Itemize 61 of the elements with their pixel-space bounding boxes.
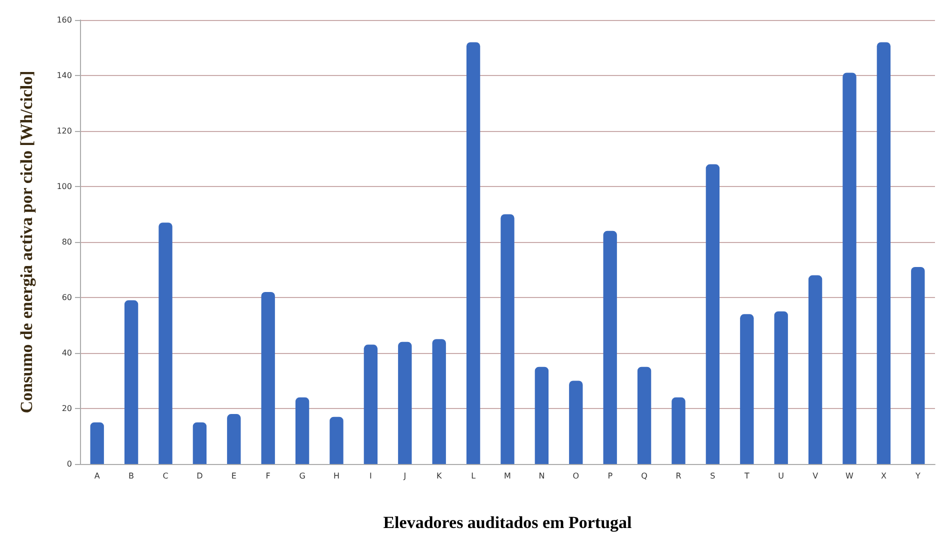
bar — [534, 366, 549, 464]
y-tick-label: 80 — [62, 238, 72, 246]
x-tick-label: V — [812, 472, 819, 480]
bar — [90, 422, 104, 464]
x-tick-label: S — [710, 472, 716, 480]
x-tick-label: H — [333, 472, 340, 480]
bar — [466, 42, 480, 464]
y-tick-label: 100 — [56, 182, 72, 191]
x-tick-label: Y — [914, 472, 920, 480]
bar — [364, 344, 378, 464]
x-tick-label: F — [266, 472, 271, 480]
x-tick-label: N — [538, 472, 545, 480]
x-tick-label: L — [471, 472, 476, 480]
y-tick-label: 120 — [56, 126, 72, 136]
x-tick-label: Q — [641, 472, 648, 480]
bar — [774, 311, 788, 464]
bar — [158, 222, 172, 464]
bar — [192, 422, 207, 464]
x-tick-label: U — [778, 472, 784, 480]
y-tick-label: 140 — [56, 71, 72, 80]
bar — [261, 292, 275, 464]
y-tick-label: 160 — [56, 16, 72, 24]
bar — [500, 214, 514, 464]
x-tick-label: A — [94, 472, 100, 480]
bar — [808, 275, 822, 464]
bar — [842, 72, 856, 464]
bar — [569, 380, 583, 464]
x-tick-label: K — [436, 472, 442, 480]
bar — [740, 314, 754, 464]
y-tick-label: 60 — [62, 293, 72, 302]
bar — [911, 266, 925, 464]
y-tick-label: 0 — [66, 460, 72, 468]
bar — [876, 42, 891, 464]
bar — [398, 342, 412, 464]
x-tick-label: M — [504, 472, 512, 480]
x-tick-label: W — [846, 472, 854, 480]
x-tick-label: P — [608, 472, 613, 480]
x-tick-label: G — [299, 472, 306, 480]
x-axis-title: Elevadores auditados em Portugal — [383, 513, 632, 532]
bar — [330, 416, 344, 464]
bar — [672, 397, 686, 464]
x-tick-label: C — [162, 472, 169, 480]
x-tick-label: T — [743, 472, 750, 480]
x-tick-label: E — [231, 472, 236, 480]
x-tick-label: X — [880, 472, 887, 480]
y-tick-label: 40 — [62, 348, 72, 358]
x-tick-label: D — [196, 472, 203, 480]
bar — [603, 230, 617, 464]
x-tick-label: R — [676, 472, 682, 480]
bar — [227, 414, 241, 464]
bar — [295, 397, 310, 464]
bar — [432, 339, 446, 464]
x-tick-label: O — [572, 472, 580, 480]
y-axis-title: Consumo de energia activa por ciclo [Wh/ciclo] — [17, 70, 36, 414]
y-tick-label: 20 — [62, 404, 72, 413]
bar — [706, 164, 720, 464]
bar — [637, 366, 652, 464]
x-tick-label: J — [402, 472, 406, 480]
bar — [124, 300, 138, 464]
x-tick-label: I — [370, 472, 372, 480]
x-tick-label: B — [128, 472, 134, 480]
